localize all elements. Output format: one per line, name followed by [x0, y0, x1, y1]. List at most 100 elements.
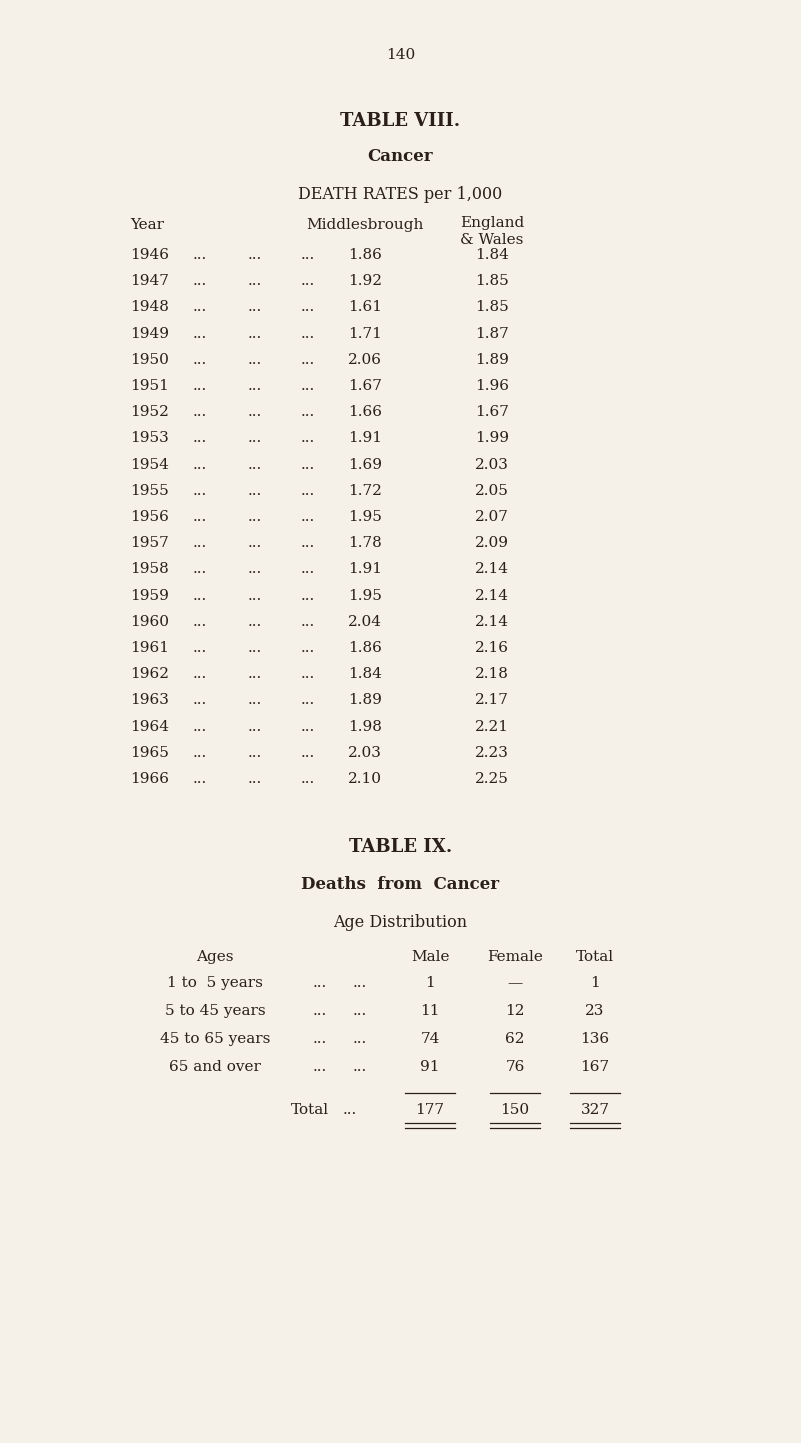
Text: 140: 140 — [386, 48, 415, 62]
Text: Female: Female — [487, 949, 543, 964]
Text: ...: ... — [301, 483, 315, 498]
Text: ...: ... — [301, 589, 315, 603]
Text: 1962: 1962 — [130, 667, 169, 681]
Text: ...: ... — [301, 326, 315, 341]
Text: Year: Year — [130, 218, 164, 232]
Text: ...: ... — [193, 431, 207, 446]
Text: Age Distribution: Age Distribution — [333, 915, 468, 931]
Text: 1950: 1950 — [130, 352, 169, 367]
Text: 1964: 1964 — [130, 720, 169, 733]
Text: 1947: 1947 — [130, 274, 169, 289]
Text: ...: ... — [193, 641, 207, 655]
Text: ...: ... — [301, 720, 315, 733]
Text: 2.07: 2.07 — [475, 509, 509, 524]
Text: 1 to  5 years: 1 to 5 years — [167, 977, 263, 990]
Text: 2.06: 2.06 — [348, 352, 382, 367]
Text: ...: ... — [301, 563, 315, 576]
Text: ...: ... — [343, 1104, 357, 1117]
Text: 1951: 1951 — [130, 380, 169, 392]
Text: 2.23: 2.23 — [475, 746, 509, 760]
Text: 2.10: 2.10 — [348, 772, 382, 786]
Text: 1.91: 1.91 — [348, 431, 382, 446]
Text: ...: ... — [353, 1032, 367, 1046]
Text: 1949: 1949 — [130, 326, 169, 341]
Text: ...: ... — [248, 431, 262, 446]
Text: 1958: 1958 — [130, 563, 169, 576]
Text: ...: ... — [248, 694, 262, 707]
Text: 1946: 1946 — [130, 248, 169, 263]
Text: ...: ... — [301, 694, 315, 707]
Text: ...: ... — [313, 1032, 327, 1046]
Text: ...: ... — [301, 772, 315, 786]
Text: DEATH RATES per 1,000: DEATH RATES per 1,000 — [299, 186, 502, 203]
Text: 2.16: 2.16 — [475, 641, 509, 655]
Text: ...: ... — [313, 977, 327, 990]
Text: 1.71: 1.71 — [348, 326, 382, 341]
Text: 1.84: 1.84 — [348, 667, 382, 681]
Text: ...: ... — [193, 615, 207, 629]
Text: ...: ... — [248, 563, 262, 576]
Text: ...: ... — [313, 1061, 327, 1074]
Text: ...: ... — [248, 537, 262, 550]
Text: 1.85: 1.85 — [475, 300, 509, 315]
Text: Male: Male — [411, 949, 449, 964]
Text: 1.78: 1.78 — [348, 537, 382, 550]
Text: ...: ... — [301, 746, 315, 760]
Text: ...: ... — [301, 509, 315, 524]
Text: 1961: 1961 — [130, 641, 169, 655]
Text: 1.89: 1.89 — [475, 352, 509, 367]
Text: 1952: 1952 — [130, 405, 169, 420]
Text: TABLE IX.: TABLE IX. — [349, 838, 452, 856]
Text: 62: 62 — [505, 1032, 525, 1046]
Text: 1.84: 1.84 — [475, 248, 509, 263]
Text: 1953: 1953 — [130, 431, 169, 446]
Text: ...: ... — [301, 300, 315, 315]
Text: ...: ... — [193, 380, 207, 392]
Text: 1.69: 1.69 — [348, 457, 382, 472]
Text: 23: 23 — [586, 1004, 605, 1019]
Text: & Wales: & Wales — [461, 232, 524, 247]
Text: 65 and over: 65 and over — [169, 1061, 261, 1074]
Text: 1.67: 1.67 — [475, 405, 509, 420]
Text: 1955: 1955 — [130, 483, 169, 498]
Text: 2.14: 2.14 — [475, 563, 509, 576]
Text: 2.03: 2.03 — [348, 746, 382, 760]
Text: 1.91: 1.91 — [348, 563, 382, 576]
Text: Middlesbrough: Middlesbrough — [306, 218, 424, 232]
Text: 74: 74 — [421, 1032, 440, 1046]
Text: 1957: 1957 — [130, 537, 169, 550]
Text: ...: ... — [248, 720, 262, 733]
Text: Total: Total — [576, 949, 614, 964]
Text: 327: 327 — [581, 1104, 610, 1117]
Text: ...: ... — [248, 405, 262, 420]
Text: 1.86: 1.86 — [348, 248, 382, 263]
Text: ...: ... — [248, 483, 262, 498]
Text: ...: ... — [193, 300, 207, 315]
Text: 1.87: 1.87 — [475, 326, 509, 341]
Text: ...: ... — [301, 380, 315, 392]
Text: 1959: 1959 — [130, 589, 169, 603]
Text: ...: ... — [193, 352, 207, 367]
Text: Cancer: Cancer — [368, 149, 433, 165]
Text: ...: ... — [313, 1004, 327, 1019]
Text: ...: ... — [248, 589, 262, 603]
Text: TABLE VIII.: TABLE VIII. — [340, 113, 461, 130]
Text: 1.98: 1.98 — [348, 720, 382, 733]
Text: ...: ... — [248, 380, 262, 392]
Text: 167: 167 — [581, 1061, 610, 1074]
Text: 1.61: 1.61 — [348, 300, 382, 315]
Text: 1.85: 1.85 — [475, 274, 509, 289]
Text: ...: ... — [193, 537, 207, 550]
Text: 2.17: 2.17 — [475, 694, 509, 707]
Text: ...: ... — [193, 274, 207, 289]
Text: 1963: 1963 — [130, 694, 169, 707]
Text: ...: ... — [248, 615, 262, 629]
Text: ...: ... — [248, 274, 262, 289]
Text: England: England — [460, 216, 524, 229]
Text: ...: ... — [193, 694, 207, 707]
Text: ...: ... — [193, 667, 207, 681]
Text: ...: ... — [248, 248, 262, 263]
Text: ...: ... — [353, 1004, 367, 1019]
Text: Deaths  from  Cancer: Deaths from Cancer — [301, 876, 500, 893]
Text: ...: ... — [248, 352, 262, 367]
